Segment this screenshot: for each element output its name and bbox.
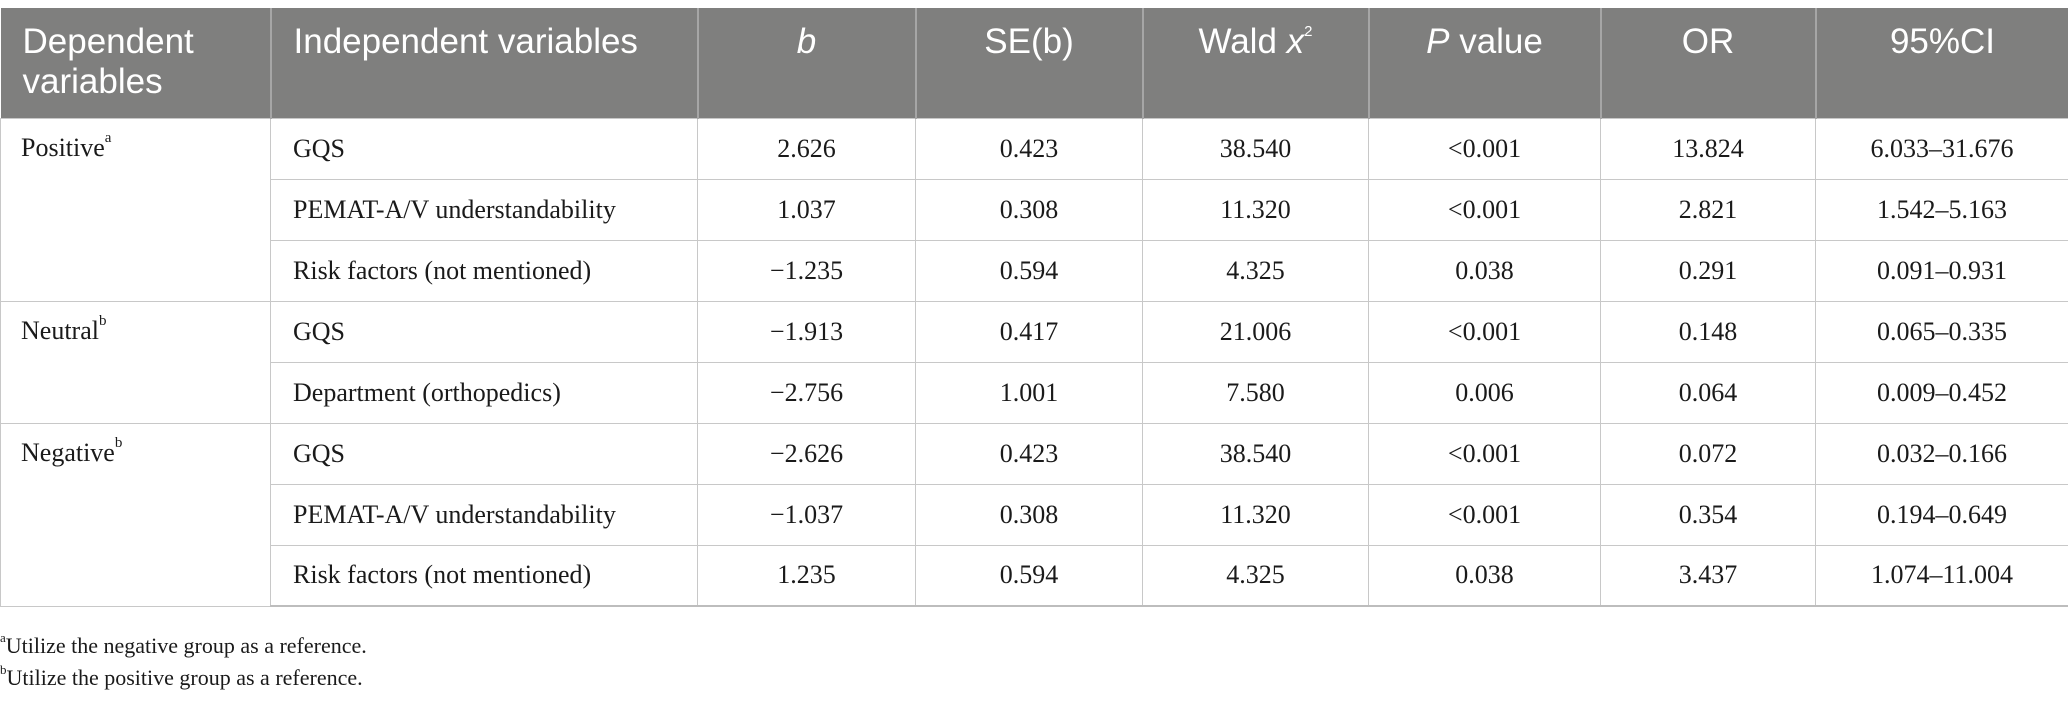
dependent-variable-cell: Neutralb: [0, 300, 271, 424]
header-row: Dependent variables Independent variable…: [0, 8, 2068, 118]
dependent-variable-footnote-marker: b: [98, 312, 107, 329]
regression-table: Dependent variables Independent variable…: [0, 8, 2068, 607]
b-cell: −2.756: [697, 361, 916, 424]
header-or: OR: [1600, 8, 1817, 118]
b-cell: 1.037: [697, 178, 916, 241]
dependent-variable-cell: Negativeb: [0, 422, 271, 607]
ci-cell: 0.032–0.166: [1815, 422, 2068, 485]
se-cell: 0.594: [915, 544, 1143, 607]
or-cell: 0.291: [1600, 239, 1816, 302]
wald-cell: 4.325: [1142, 544, 1369, 607]
ci-cell: 1.074–11.004: [1815, 544, 2068, 607]
wald-cell: 7.580: [1142, 361, 1369, 424]
header-independent: Independent variables: [270, 8, 699, 118]
se-cell: 0.417: [915, 300, 1143, 363]
table-row: Neutralb GQS −1.913 0.417 21.006 <0.001 0.148 0…: [0, 300, 2068, 424]
b-cell: 1.235: [697, 544, 916, 607]
independent-variable-cell: GQS: [270, 300, 698, 363]
se-cell: 0.594: [915, 239, 1143, 302]
independent-variable-cell: PEMAT-A/V understandability: [270, 483, 698, 546]
independent-variable-cell: Department (orthopedics): [270, 361, 698, 424]
dependent-variable-footnote-marker: b: [114, 434, 123, 451]
p-value-cell: <0.001: [1368, 117, 1601, 180]
wald-cell: 11.320: [1142, 483, 1369, 546]
se-cell: 0.423: [915, 422, 1143, 485]
p-value-cell: <0.001: [1368, 422, 1601, 485]
regression-table-container: Dependent variables Independent variable…: [0, 8, 2068, 607]
independent-variable-cell: Risk factors (not mentioned): [270, 544, 698, 607]
se-cell: 0.308: [915, 178, 1143, 241]
footnote-a-text: Utilize the negative group as a referenc…: [5, 633, 367, 658]
dependent-variable-cell: Positivea: [0, 117, 271, 302]
or-cell: 0.148: [1600, 300, 1816, 363]
se-cell: 1.001: [915, 361, 1143, 424]
footnote-b: bUtilize the positive group as a referen…: [0, 662, 2068, 694]
dependent-variable-footnote-marker: a: [104, 129, 112, 146]
table-row: PEMAT-A/V understandability 1.037 0.308 11.…: [1, 178, 2068, 241]
b-cell: 2.626: [697, 117, 916, 180]
ci-cell: 0.194–0.649: [1815, 483, 2068, 546]
header-p-ital: P: [1426, 22, 1450, 61]
ci-cell: 0.009–0.452: [1815, 361, 2068, 424]
footnotes: aUtilize the negative group as a referen…: [0, 630, 2068, 694]
table-row: Positivea GQS 2.626 0.423 38.540 <0.001 13.824…: [0, 117, 2068, 302]
p-value-cell: <0.001: [1368, 483, 1601, 546]
table-row: Department (orthopedics) −2.756 1.001 7.580…: [1, 361, 2068, 424]
se-cell: 0.423: [915, 117, 1143, 180]
header-wald-sup: 2: [1304, 23, 1313, 41]
p-value-cell: <0.001: [1368, 178, 1601, 241]
footnote-a: aUtilize the negative group as a referen…: [0, 630, 2068, 662]
p-value-cell: 0.006: [1368, 361, 1601, 424]
wald-cell: 38.540: [1142, 117, 1369, 180]
or-cell: 3.437: [1600, 544, 1816, 607]
independent-variable-cell: Risk factors (not mentioned): [270, 239, 698, 302]
header-b: b: [697, 8, 917, 118]
or-cell: 2.821: [1600, 178, 1816, 241]
wald-cell: 38.540: [1142, 422, 1369, 485]
table-row: PEMAT-A/V understandability −1.037 0.308 11…: [1, 483, 2068, 546]
wald-cell: 11.320: [1142, 178, 1369, 241]
header-b-label: b: [796, 22, 817, 61]
independent-variable-cell: GQS: [270, 117, 698, 180]
table-body: Positivea GQS 2.626 0.423 38.540 <0.001 13.824…: [0, 117, 2068, 607]
or-cell: 0.354: [1600, 483, 1816, 546]
ci-cell: 0.065–0.335: [1815, 300, 2068, 363]
wald-cell: 4.325: [1142, 239, 1369, 302]
header-dependent: Dependent variables: [0, 8, 272, 118]
b-cell: −1.235: [697, 239, 916, 302]
header-wald-var: x: [1286, 22, 1305, 61]
b-cell: −2.626: [697, 422, 916, 485]
footnote-b-marker: b: [0, 661, 7, 677]
p-value-cell: 0.038: [1368, 239, 1601, 302]
or-cell: 0.064: [1600, 361, 1816, 424]
se-cell: 0.308: [915, 483, 1143, 546]
table-row: Negativeb GQS −2.626 0.423 38.540 <0.001 0.072…: [0, 422, 2068, 607]
dependent-variable-name: Positive: [21, 132, 105, 162]
ci-cell: 6.033–31.676: [1815, 117, 2068, 180]
table-row: Risk factors (not mentioned) −1.235 0.594 4…: [1, 239, 2068, 302]
b-cell: −1.913: [697, 300, 916, 363]
independent-variable-cell: GQS: [270, 422, 698, 485]
header-wald-prefix: Wald: [1198, 22, 1287, 61]
ci-cell: 0.091–0.931: [1815, 239, 2068, 302]
or-cell: 0.072: [1600, 422, 1816, 485]
independent-variable-cell: PEMAT-A/V understandability: [270, 178, 698, 241]
header-se: SE(b): [915, 8, 1144, 118]
b-cell: −1.037: [697, 483, 916, 546]
p-value-cell: <0.001: [1368, 300, 1601, 363]
or-cell: 13.824: [1600, 117, 1816, 180]
wald-cell: 21.006: [1142, 300, 1369, 363]
header-ci: 95%CI: [1815, 8, 2068, 118]
p-value-cell: 0.038: [1368, 544, 1601, 607]
header-p-rest: value: [1449, 22, 1543, 61]
dependent-variable-name: Neutral: [21, 315, 99, 345]
header-wald: Wald x2: [1142, 8, 1370, 118]
footnote-b-text: Utilize the positive group as a referenc…: [6, 665, 363, 690]
ci-cell: 1.542–5.163: [1815, 178, 2068, 241]
footnote-a-marker: a: [0, 629, 6, 645]
table-row: Risk factors (not mentioned) 1.235 0.594 4.…: [1, 544, 2068, 607]
dependent-variable-name: Negative: [21, 437, 115, 467]
header-p-value: P value: [1368, 8, 1602, 118]
